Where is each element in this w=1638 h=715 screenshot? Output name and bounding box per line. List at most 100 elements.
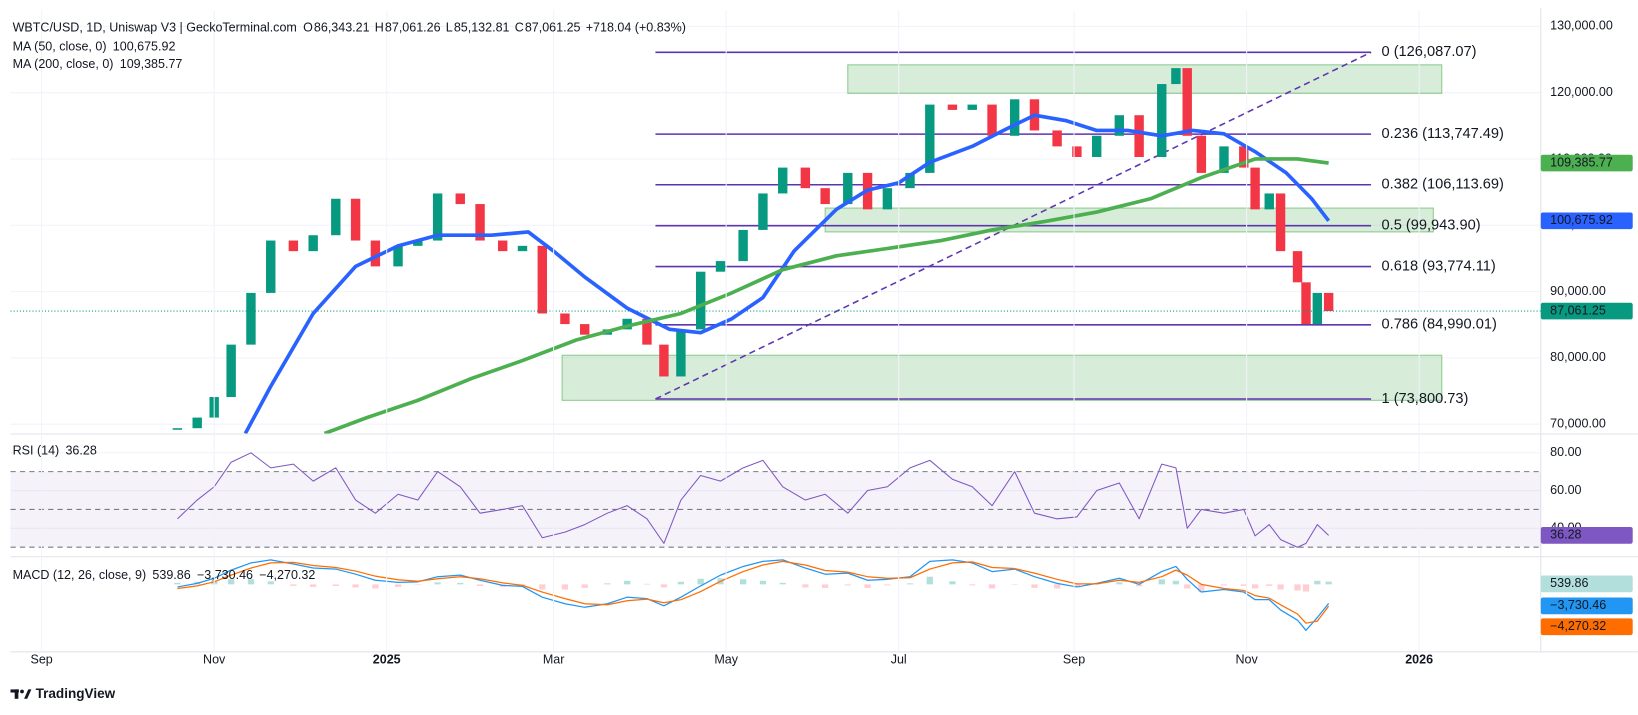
price-tag-label: −4,270.32	[1550, 619, 1606, 633]
ohlc-key: O	[303, 21, 313, 35]
pane-title: RSI (14)	[13, 444, 60, 458]
chart-title: WBTC/USD, 1D, Uniswap V3 | GeckoTerminal…	[13, 21, 297, 35]
histogram-bar	[267, 581, 274, 585]
histogram-bar	[1031, 584, 1038, 588]
rsi-line	[177, 452, 1330, 548]
histogram-bar	[539, 584, 546, 590]
candle	[1275, 193, 1286, 252]
histogram-bar	[228, 579, 235, 585]
signal-line	[177, 560, 1330, 624]
histogram-bar	[247, 579, 255, 585]
histogram-bar	[1135, 584, 1143, 587]
histogram-bar	[822, 584, 829, 588]
histogram-bar	[660, 584, 668, 588]
histogram-bar	[779, 582, 786, 585]
ohlc-key: C	[515, 21, 524, 35]
candle	[1182, 68, 1192, 136]
candle	[925, 104, 935, 173]
price-tag	[1540, 154, 1633, 172]
macd-line	[177, 559, 1330, 631]
price-tag-label: 109,385.77	[1550, 155, 1613, 169]
histogram-bar	[1011, 584, 1018, 585]
histogram-bar	[802, 584, 809, 588]
histogram-bar	[581, 584, 588, 588]
candle	[695, 271, 706, 330]
histogram-bar	[988, 584, 996, 589]
price-pane	[10, 25, 1541, 434]
histogram-bar	[677, 581, 685, 585]
histogram-bar	[1220, 584, 1228, 586]
candle	[413, 240, 423, 246]
candle	[1196, 135, 1207, 173]
candle	[622, 318, 632, 330]
histogram-bar	[290, 584, 297, 586]
histogram-bar	[1158, 579, 1165, 585]
histogram-bar	[844, 584, 851, 586]
fib-label: 0.236 (113,747.49)	[1382, 126, 1504, 142]
ohlc-value: 87,061.26	[385, 21, 441, 35]
y-tick-label: 90,000.00	[1550, 284, 1606, 298]
candle	[820, 188, 830, 205]
candle	[226, 344, 236, 398]
candle	[455, 193, 465, 205]
candle	[393, 245, 403, 267]
candle	[331, 198, 341, 236]
x-tick-label: Sep	[30, 652, 52, 666]
histogram-bar	[759, 580, 767, 585]
price-tag-label: 87,061.25	[1550, 303, 1606, 317]
y-tick-label: 130,000.00	[1550, 19, 1613, 33]
moving-average	[243, 113, 1331, 434]
price-tag-label: 36.28	[1550, 528, 1581, 542]
ohlc-key: L	[446, 21, 453, 35]
fib-label: 0.382 (106,113.69)	[1382, 177, 1504, 193]
logo-part	[14, 689, 19, 699]
ohlc-value: 85,132.81	[454, 21, 510, 35]
histogram-bar	[1294, 584, 1301, 591]
histogram-bar	[1314, 580, 1321, 585]
histogram-bar	[1116, 582, 1123, 585]
y-tick-label: 70,000.00	[1550, 417, 1606, 431]
logo-part	[20, 689, 24, 694]
ohlc-value: 87,061.25	[525, 21, 581, 35]
histogram-bar	[561, 584, 569, 590]
candle	[432, 193, 443, 241]
pane-value: −3,730.46	[197, 568, 253, 582]
price-tag	[1540, 526, 1633, 544]
candle	[987, 104, 997, 136]
candle	[715, 261, 726, 272]
candle	[967, 104, 977, 110]
histogram-bar	[864, 584, 871, 588]
price-tag	[1540, 618, 1633, 636]
fib-label: 1 (73,800.73)	[1382, 391, 1469, 407]
histogram-bar	[604, 583, 611, 585]
y-tick-label: 60.00	[1550, 483, 1581, 497]
fib-label: 0 (126,087.07)	[1382, 44, 1477, 60]
histogram-bar	[1266, 584, 1273, 586]
ohlc-key: H	[375, 21, 384, 35]
candle	[580, 324, 590, 335]
y-tick-label: 80,000.00	[1550, 350, 1606, 364]
rsi-pane	[10, 452, 1541, 548]
brand-name: TradingView	[36, 686, 116, 701]
brand-logo	[10, 689, 32, 699]
histogram-bar	[414, 584, 421, 585]
candle	[642, 318, 652, 345]
zone	[824, 207, 1434, 233]
candle	[1323, 292, 1334, 312]
x-tick-label: Mar	[543, 652, 565, 666]
candle	[266, 240, 276, 293]
histogram-bar	[1073, 584, 1081, 588]
candle	[1239, 146, 1249, 168]
histogram-bar	[352, 584, 359, 588]
histogram-bar	[1240, 584, 1247, 586]
candle	[172, 428, 183, 430]
histogram-bar	[1172, 580, 1180, 585]
price-tag	[1540, 597, 1633, 615]
histogram-bar	[643, 583, 651, 585]
price-tag	[1540, 302, 1633, 320]
histogram-bar	[969, 584, 976, 586]
candle	[246, 292, 256, 345]
x-tick-label: Jul	[891, 652, 907, 666]
candle	[1009, 99, 1020, 136]
